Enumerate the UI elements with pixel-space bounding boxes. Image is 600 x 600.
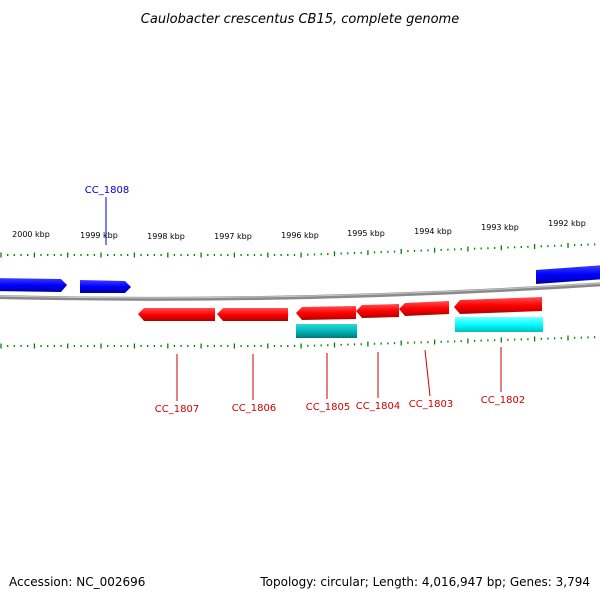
gene-arrow-forward-left[interactable] — [0, 278, 67, 292]
gene-label-cc-1802[interactable]: CC_1802 — [481, 395, 525, 406]
ruler-label-1994: 1994 kbp — [414, 227, 452, 236]
ruler-labels: 2000 kbp 1999 kbp 1998 kbp 1997 kbp 1996… — [12, 219, 586, 241]
reverse-genes — [138, 297, 543, 338]
gene-arrow-cc-1806[interactable] — [217, 308, 288, 321]
gene-label-cc-1807[interactable]: CC_1807 — [155, 404, 199, 415]
gene-label-connectors — [105, 197, 502, 401]
gene-arrow-forward-right[interactable] — [536, 265, 600, 284]
gene-labels: CC_1808 CC_1807 CC_1806 CC_1805 CC_1804 … — [85, 185, 525, 415]
forward-genes — [0, 265, 600, 293]
genome-backbone-highlight — [0, 282, 600, 299]
gene-label-cc-1808[interactable]: CC_1808 — [85, 185, 129, 196]
tick-marks — [0, 242, 596, 349]
ruler-label-1995: 1995 kbp — [347, 229, 385, 238]
gene-arrow-cc-1805[interactable] — [296, 306, 356, 320]
genome-summary-text: Topology: circular; Length: 4,016,947 bp… — [259, 575, 590, 589]
ruler-label-1997: 1997 kbp — [214, 232, 252, 241]
ruler-label-1993: 1993 kbp — [481, 223, 519, 232]
gene-label-cc-1806[interactable]: CC_1806 — [232, 403, 276, 414]
gene-arrow-cc-1807[interactable] — [138, 308, 215, 321]
gene-label-cc-1803[interactable]: CC_1803 — [409, 399, 453, 410]
gene-label-cc-1805[interactable]: CC_1805 — [306, 402, 350, 413]
feature-bar-cc-1802[interactable] — [455, 317, 543, 332]
gene-arrow-cc-1808[interactable] — [80, 280, 131, 293]
gene-label-cc-1804[interactable]: CC_1804 — [356, 401, 400, 412]
accession-text: Accession: NC_002696 — [9, 575, 145, 589]
ruler-label-2000: 2000 kbp — [12, 230, 50, 239]
ruler-label-1992: 1992 kbp — [548, 219, 586, 228]
ruler-label-1996: 1996 kbp — [281, 231, 319, 240]
gene-arrow-cc-1804[interactable] — [356, 304, 399, 318]
gene-arrow-cc-1802[interactable] — [454, 297, 542, 314]
gene-arrow-cc-1803[interactable] — [399, 301, 449, 316]
feature-bar-cc-1805[interactable] — [296, 324, 357, 338]
ruler-label-1999: 1999 kbp — [80, 231, 118, 240]
page-title: Caulobacter crescentus CB15, complete ge… — [141, 12, 459, 27]
genome-backbone — [0, 282, 600, 301]
ruler-label-1998: 1998 kbp — [147, 232, 185, 241]
